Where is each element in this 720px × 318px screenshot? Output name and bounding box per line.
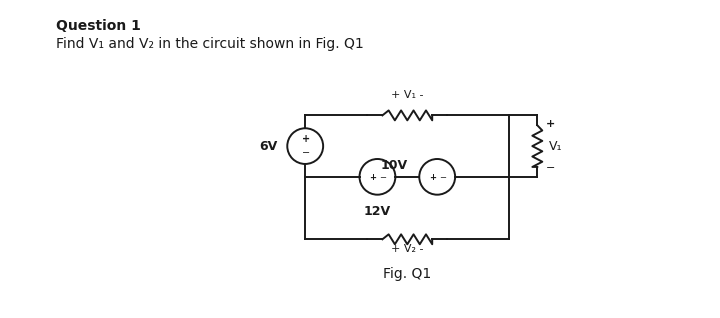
Text: V₁: V₁: [549, 140, 563, 153]
Text: +: +: [302, 134, 310, 144]
Text: 10V: 10V: [380, 159, 408, 172]
Text: Find V₁ and V₂ in the circuit shown in Fig. Q1: Find V₁ and V₂ in the circuit shown in F…: [56, 37, 364, 51]
Text: +: +: [369, 173, 376, 182]
Text: Question 1: Question 1: [56, 19, 141, 33]
Text: 6V: 6V: [259, 140, 277, 153]
Text: −: −: [546, 163, 556, 173]
Text: 12V: 12V: [364, 204, 391, 218]
Text: +: +: [546, 119, 556, 129]
Text: Fig. Q1: Fig. Q1: [383, 267, 431, 281]
Text: + V₁ -: + V₁ -: [391, 90, 423, 100]
Text: + V₂ -: + V₂ -: [391, 244, 423, 254]
Text: −: −: [379, 173, 386, 182]
Text: −: −: [302, 148, 310, 158]
Text: −: −: [438, 173, 446, 182]
Text: +: +: [428, 173, 436, 182]
